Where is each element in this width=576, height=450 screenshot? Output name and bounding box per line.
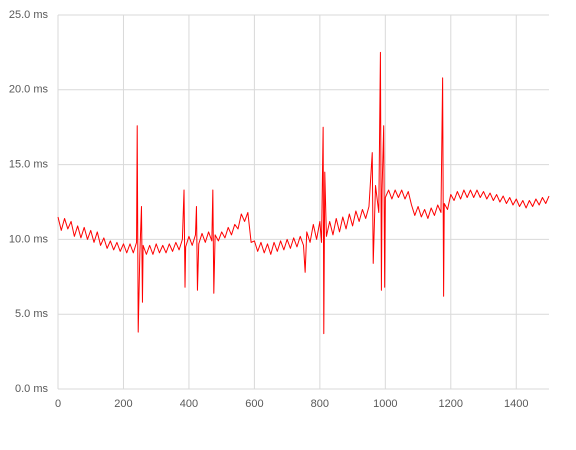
- x-tick-label: 600: [245, 398, 263, 410]
- data-line: [57, 51, 550, 335]
- y-tick-label: 10.0 ms: [9, 233, 49, 245]
- x-tick-label: 0: [55, 398, 61, 410]
- y-tick-label: 15.0 ms: [9, 159, 49, 171]
- y-tick-label: 0.0 ms: [15, 383, 49, 395]
- x-tick-label: 1000: [373, 398, 397, 410]
- x-tick-label: 800: [311, 398, 329, 410]
- y-tick-label: 25.0 ms: [9, 9, 49, 21]
- x-tick-label: 1200: [439, 398, 463, 410]
- x-tick-label: 1400: [504, 398, 528, 410]
- x-tick-label: 200: [114, 398, 132, 410]
- y-tick-label: 5.0 ms: [15, 308, 49, 320]
- x-tick-label: 400: [180, 398, 198, 410]
- y-tick-label: 20.0 ms: [9, 84, 49, 96]
